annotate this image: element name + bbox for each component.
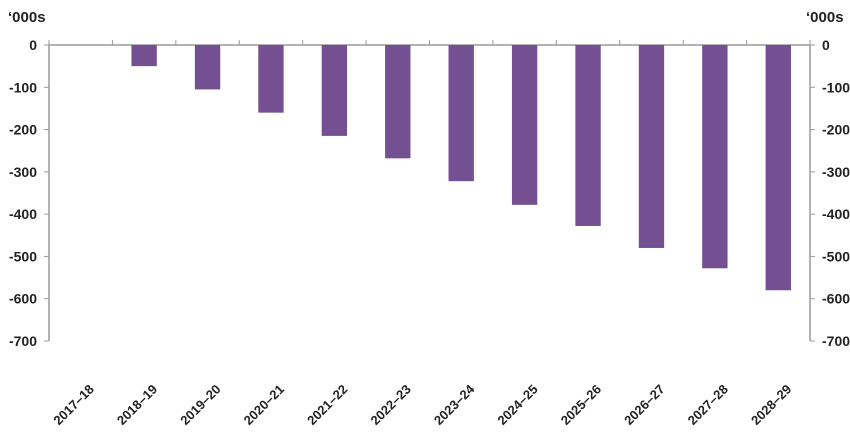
bar-2018–19	[131, 45, 157, 67]
x-category-label: 2021–22	[304, 382, 350, 428]
bars-layer	[131, 45, 791, 291]
left-y-tick-label: -300	[9, 164, 37, 180]
left-y-unit-label: ‘000s	[8, 9, 46, 26]
right-y-tick-label: -100	[822, 79, 850, 95]
bar-2027–28	[702, 45, 728, 269]
left-y-tick-label: -500	[9, 248, 37, 264]
x-category-label: 2019–20	[177, 382, 223, 428]
left-y-tick-label: -600	[9, 291, 37, 307]
x-category-label: 2028–29	[748, 382, 794, 428]
right-y-unit-label: ‘000s	[806, 9, 844, 26]
bar-2021–22	[321, 45, 348, 136]
x-category-label: 2024–25	[494, 382, 540, 428]
x-category-label: 2020–21	[241, 382, 287, 428]
bar-2024–25	[511, 45, 538, 205]
bar-2020–21	[258, 45, 284, 113]
x-category-label: 2017–18	[50, 382, 96, 428]
right-y-tick-label: -700	[822, 333, 850, 349]
x-category-label: 2025–26	[558, 382, 604, 428]
left-y-tick-label: -200	[9, 122, 37, 138]
right-y-tick-label: 0	[822, 37, 830, 53]
left-y-tick-label: -400	[9, 206, 37, 222]
right-y-tick-label: -500	[822, 248, 850, 264]
x-category-label: 2023–24	[431, 381, 478, 428]
right-y-tick-label: -200	[822, 122, 850, 138]
x-category-label: 2018–19	[114, 382, 160, 428]
x-category-label: 2026–27	[621, 382, 667, 428]
left-y-tick-label: -100	[9, 79, 37, 95]
left-y-tick-label: -700	[9, 333, 37, 349]
bar-2025–26	[575, 45, 601, 226]
x-category-label: 2027–28	[685, 382, 731, 428]
bar-2022–23	[385, 45, 411, 159]
bar-2028–29	[765, 45, 791, 291]
bar-2023–24	[448, 45, 474, 182]
right-y-tick-label: -300	[822, 164, 850, 180]
right-y-tick-label: -600	[822, 291, 850, 307]
bar-2019–20	[194, 45, 221, 90]
bar-2026–27	[638, 45, 665, 248]
right-y-tick-label: -400	[822, 206, 850, 222]
axes-layer	[44, 40, 815, 342]
x-category-label: 2022–23	[368, 382, 414, 428]
left-y-tick-label: 0	[29, 37, 37, 53]
